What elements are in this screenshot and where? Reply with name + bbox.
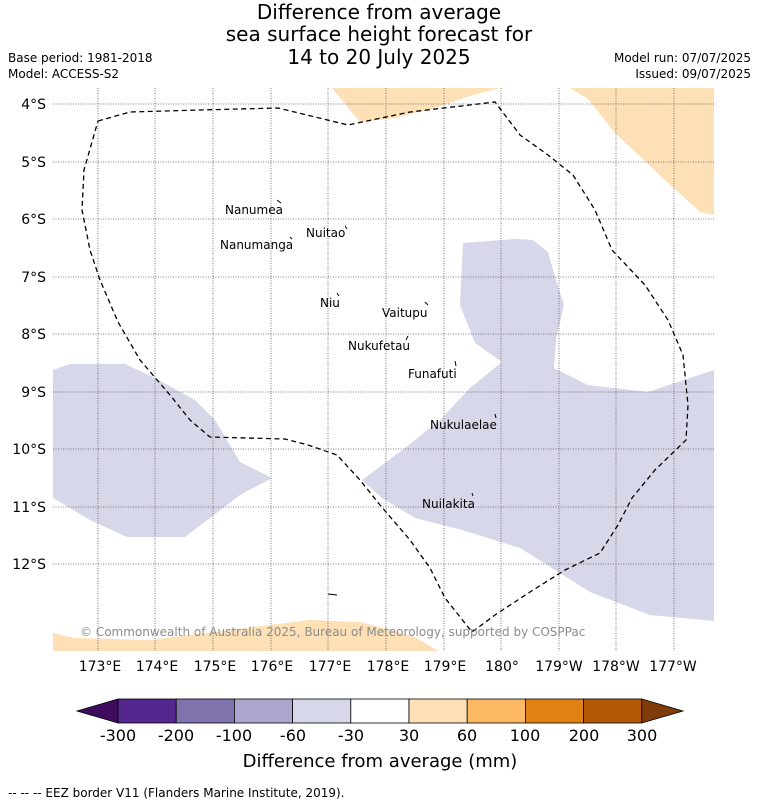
negative-anomaly-region-east [362,239,714,621]
place-nanumea: Nanumea [225,203,283,217]
lon-label: 174°E [136,659,179,675]
lat-label: 12°S [12,557,46,573]
place-nanumanga: Nanumanga [220,238,293,252]
colorbar-swatch [175,698,235,724]
positive-anomaly-region-south [53,620,438,651]
place-funafuti: Funafuti [408,367,457,381]
colorbar-label: 300 [627,726,658,745]
colorbar-swatch [350,698,410,724]
lat-label: 7°S [21,270,46,286]
place-vaitupu: Vaitupu [382,306,428,320]
colorbar-swatch [583,698,643,724]
colorbar-label: -300 [100,726,136,745]
eez-border [81,101,689,633]
issued-date: Issued: 09/07/2025 [635,67,751,81]
lat-label: 5°S [21,155,46,171]
colorbar-swatch [233,698,293,724]
colorbar-label: 200 [569,726,600,745]
lat-label: 6°S [21,212,46,228]
lat-label: 8°S [21,327,46,343]
colorbar-label: 100 [510,726,541,745]
model-name: Model: ACCESS-S2 [8,67,120,81]
positive-anomaly-region-northeast [570,88,714,215]
lon-label: 178°E [367,659,410,675]
colorbar-swatch [466,698,526,724]
lat-label: 9°S [21,385,46,401]
place-nukulaelae: Nukulaelae [430,418,497,432]
lat-label: 4°S [21,97,46,113]
colorbar-label: -200 [158,726,194,745]
lon-label: 180° [485,659,519,675]
lon-label: 179°E [424,659,467,675]
island-marks [276,199,497,596]
latitude-labels: 4°S 5°S 6°S 7°S 8°S 9°S 10°S 11°S 12°S [12,97,46,573]
positive-anomaly-region-north [332,88,500,122]
title-line-3: 14 to 20 July 2025 [287,45,471,69]
place-nukufetau: Nukufetau [348,339,410,353]
model-run: Model run: 07/07/2025 [613,51,751,65]
colorbar-label: 60 [457,726,477,745]
lon-label: 179°W [535,659,583,675]
colorbar-swatch [75,698,119,724]
colorbar-label: 30 [399,726,419,745]
eez-footnote: -- -- -- EEZ border V11 (Flanders Marine… [8,786,345,800]
lon-label: 177°E [309,659,352,675]
lat-label: 11°S [12,500,46,516]
colorbar-label: -30 [338,726,364,745]
colorbar-label: -100 [216,726,252,745]
colorbar-label: -60 [280,726,306,745]
place-niu: Niu [320,296,340,310]
colorbar [75,698,685,724]
lon-label: 173°E [79,659,122,675]
place-nuilakita: Nuilakita [422,497,475,511]
place-labels: Nanumea Nuitao Nanumanga Niu Vaitupu Nuk… [220,203,497,511]
place-nuitao: Nuitao [306,226,345,240]
colorbar-swatch [525,698,585,724]
colorbar-swatch [408,698,468,724]
title-line-1: Difference from average [256,0,502,24]
anomaly-shading [53,88,714,651]
base-period: Base period: 1981-2018 [8,51,153,65]
copyright-notice: © Commonwealth of Australia 2025, Bureau… [80,625,585,639]
longitude-labels: 173°E 174°E 175°E 176°E 177°E 178°E 179°… [79,659,697,675]
colorbar-labels: -300 -200 -100 -60 -30 30 60 100 200 300 [100,726,657,745]
lon-label: 178°W [592,659,640,675]
colorbar-title: Difference from average (mm) [243,751,518,772]
title-line-2: sea surface height forecast for [225,22,533,46]
colorbar-swatch [292,698,352,724]
lon-label: 175°E [194,659,237,675]
lon-label: 177°W [649,659,697,675]
colorbar-swatch [117,698,177,724]
negative-anomaly-region-west [53,364,272,537]
lat-label: 10°S [12,442,46,458]
map-gridlines [53,88,714,651]
lon-label: 176°E [251,659,294,675]
colorbar-swatch [641,698,685,724]
